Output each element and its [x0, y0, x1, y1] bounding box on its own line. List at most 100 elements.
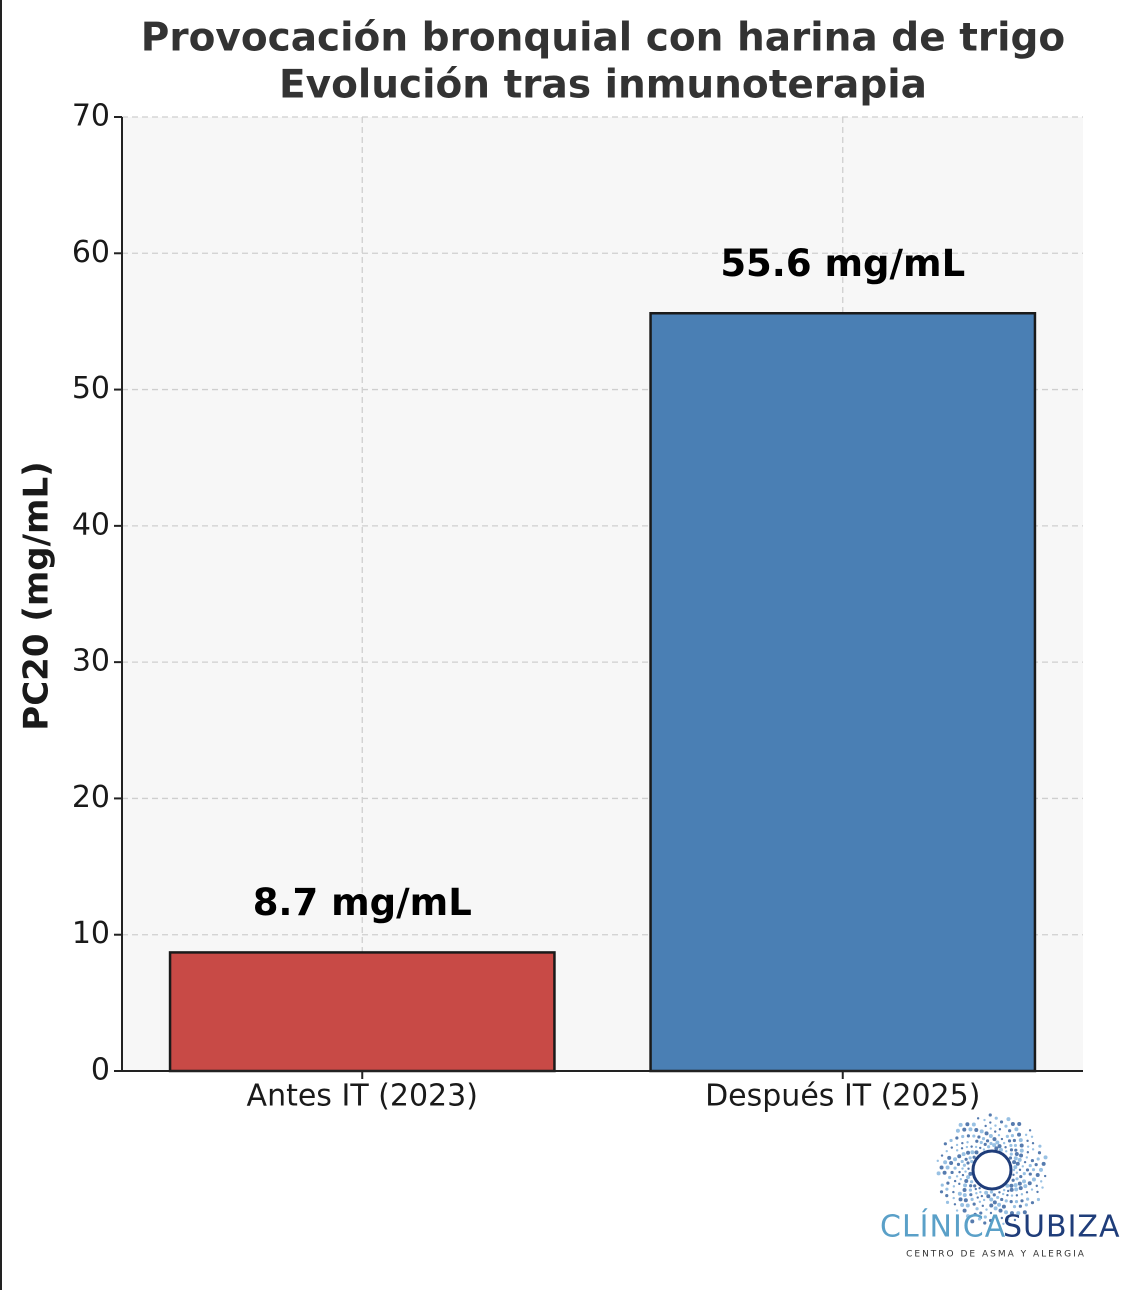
logo-dot	[1018, 1168, 1022, 1172]
logo-dot	[1002, 1188, 1006, 1192]
logo-dot	[984, 1124, 987, 1128]
logo-dot	[945, 1165, 950, 1170]
logo-dot	[961, 1134, 965, 1139]
logo-dot	[962, 1208, 967, 1213]
logo-dot	[992, 1200, 997, 1205]
logo-dot	[1017, 1181, 1022, 1186]
logo-dot	[958, 1182, 961, 1186]
logo-dot	[1022, 1210, 1027, 1215]
logo: CLÍNICA SUBIZA CENTRO DE ASMA Y ALERGIA	[880, 1113, 1120, 1260]
logo-dot	[964, 1170, 967, 1173]
logo-dot	[966, 1134, 970, 1138]
logo-dot	[1021, 1165, 1024, 1168]
logo-dot	[1004, 1199, 1008, 1203]
logo-dot	[972, 1202, 976, 1206]
logo-dot	[967, 1167, 970, 1170]
logo-dot	[966, 1141, 969, 1144]
logo-dot	[1036, 1190, 1039, 1194]
logo-dot	[998, 1208, 1003, 1213]
logo-dot	[997, 1202, 1002, 1207]
logo-dot	[1028, 1163, 1032, 1168]
logo-dot	[955, 1143, 959, 1147]
logo-dot	[1031, 1148, 1035, 1151]
logo-dot	[974, 1145, 978, 1149]
logo-dot	[1014, 1200, 1019, 1204]
logo-dot	[975, 1139, 979, 1143]
logo-dot	[1010, 1122, 1015, 1127]
logo-dot	[994, 1146, 999, 1151]
logo-dot	[1019, 1174, 1023, 1179]
logo-dot	[952, 1185, 956, 1188]
logo-dot	[983, 1221, 987, 1225]
y-tick-label: 20	[72, 780, 110, 815]
logo-dot	[1027, 1181, 1032, 1186]
y-tick-label: 70	[72, 99, 110, 134]
logo-dot	[940, 1154, 944, 1157]
logo-dot	[1010, 1134, 1015, 1138]
logo-dot	[999, 1120, 1004, 1124]
logo-dot	[1013, 1183, 1018, 1188]
bar	[649, 312, 1037, 1073]
logo-dot	[961, 1141, 964, 1145]
logo-dot	[1023, 1184, 1028, 1189]
logo-dot	[963, 1198, 968, 1203]
logo-dot	[945, 1149, 948, 1153]
logo-dot	[939, 1165, 944, 1170]
logo-dot	[1005, 1134, 1009, 1138]
logo-dot	[936, 1159, 939, 1163]
logo-dot	[1014, 1148, 1018, 1152]
logo-dot	[994, 1124, 997, 1127]
logo-dot	[993, 1206, 998, 1211]
logo-dot	[1034, 1163, 1038, 1167]
logo-dot	[1012, 1160, 1017, 1165]
logo-dot	[945, 1194, 949, 1198]
logo-dot	[962, 1188, 967, 1193]
logo-dot	[1013, 1218, 1017, 1222]
logo-dot	[1005, 1150, 1008, 1153]
logo-dot	[1019, 1143, 1024, 1148]
logo-dot	[966, 1150, 971, 1155]
logo-dot	[956, 1162, 961, 1166]
logo-dot	[994, 1130, 997, 1133]
logo-dot	[1041, 1161, 1046, 1166]
logo-dot	[979, 1140, 983, 1145]
logo-dot	[1001, 1192, 1005, 1196]
logo-dot	[1031, 1141, 1035, 1145]
logo-dot	[968, 1156, 972, 1160]
logo-dot	[953, 1166, 957, 1170]
logo-dot	[1012, 1205, 1017, 1209]
logo-mark	[936, 1113, 1048, 1226]
logo-dot	[1023, 1160, 1027, 1164]
logo-dot	[960, 1159, 964, 1164]
logo-dot	[1006, 1117, 1011, 1122]
logo-dot	[1043, 1155, 1048, 1160]
logo-dot	[943, 1142, 947, 1146]
logo-dot	[1020, 1199, 1024, 1203]
logo-dot	[1009, 1152, 1013, 1156]
logo-dot	[1030, 1188, 1034, 1191]
logo-dot	[966, 1175, 971, 1180]
logo-dot	[992, 1137, 997, 1142]
logo-dot	[998, 1128, 1002, 1131]
logo-dot	[1035, 1173, 1040, 1178]
logo-dot	[979, 1190, 982, 1194]
logo-dot	[998, 1147, 1003, 1152]
logo-dot	[985, 1139, 990, 1143]
logo-dot	[1014, 1152, 1019, 1157]
y-tick-label: 40	[72, 507, 110, 542]
logo-dot	[976, 1117, 980, 1120]
logo-dot	[1017, 1121, 1022, 1126]
logo-name-left: CLÍNICA	[880, 1209, 1006, 1245]
logo-dot	[989, 1127, 992, 1130]
logo-dot	[1004, 1124, 1008, 1128]
logo-dot	[1031, 1168, 1036, 1172]
logo-dot	[1030, 1158, 1035, 1163]
logo-dot	[989, 1211, 993, 1215]
logo-dot	[1013, 1143, 1018, 1148]
logo-dot	[947, 1155, 952, 1160]
logo-dot	[988, 1134, 993, 1139]
logo-dot	[970, 1197, 974, 1201]
logo-dot	[942, 1170, 947, 1175]
logo-dot	[1019, 1148, 1024, 1153]
logo-dot	[965, 1145, 969, 1149]
